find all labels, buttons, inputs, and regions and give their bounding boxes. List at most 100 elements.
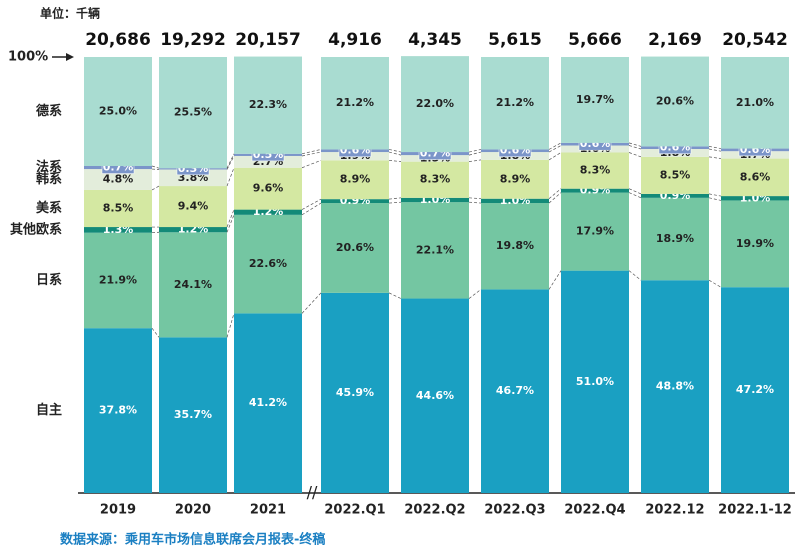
connector bbox=[469, 198, 481, 199]
data-label: 19.7% bbox=[576, 93, 614, 106]
connector bbox=[227, 168, 234, 186]
connector bbox=[629, 271, 641, 281]
data-label: 48.8% bbox=[656, 380, 694, 393]
data-label: 37.8% bbox=[99, 404, 137, 417]
data-label: 51.0% bbox=[576, 375, 614, 388]
data-label: 9.6% bbox=[253, 182, 284, 195]
data-label: 20.6% bbox=[336, 241, 374, 254]
data-label: 4.8% bbox=[103, 173, 134, 186]
data-label: 17.9% bbox=[576, 225, 614, 238]
data-label: 21.9% bbox=[99, 273, 137, 286]
data-label: 8.3% bbox=[420, 173, 451, 186]
connector bbox=[302, 293, 321, 313]
data-label: 19.8% bbox=[496, 239, 534, 252]
connector bbox=[709, 280, 721, 287]
data-label: 8.5% bbox=[103, 202, 134, 215]
legend-label: 日系 bbox=[36, 272, 62, 288]
x-tick-label: 2019 bbox=[100, 503, 136, 518]
connector bbox=[709, 157, 721, 159]
total-label: 20,686 bbox=[85, 30, 151, 50]
connector bbox=[629, 152, 641, 156]
data-label: 46.7% bbox=[496, 384, 534, 397]
connector bbox=[469, 149, 481, 152]
x-tick-label: 2022.Q3 bbox=[484, 503, 545, 518]
connector bbox=[302, 160, 321, 167]
data-label: 25.5% bbox=[174, 106, 212, 119]
connector bbox=[389, 293, 401, 299]
data-label: 21.0% bbox=[736, 96, 774, 109]
total-label: 4,916 bbox=[328, 30, 382, 50]
connector bbox=[152, 186, 159, 190]
marker-arrowhead bbox=[66, 53, 74, 61]
connector bbox=[549, 189, 561, 199]
connector bbox=[389, 152, 401, 155]
total-label: 20,542 bbox=[722, 30, 788, 50]
x-tick-label: 2022.Q2 bbox=[404, 503, 465, 518]
data-label: 8.5% bbox=[660, 168, 691, 181]
connector bbox=[549, 152, 561, 159]
data-label: 22.3% bbox=[249, 98, 287, 111]
legend-label: 法系 bbox=[36, 159, 62, 175]
connector bbox=[302, 152, 321, 156]
axis-break: // bbox=[307, 483, 318, 502]
data-label: 22.0% bbox=[416, 97, 454, 110]
data-label: 22.1% bbox=[416, 243, 454, 256]
connector bbox=[389, 198, 401, 199]
connector bbox=[469, 160, 481, 162]
connector bbox=[709, 198, 721, 201]
data-label: 22.6% bbox=[249, 257, 287, 270]
connector bbox=[302, 199, 321, 209]
data-label: 21.2% bbox=[336, 96, 374, 109]
x-tick-label: 2022.Q1 bbox=[324, 503, 385, 518]
total-label: 20,157 bbox=[235, 30, 301, 50]
data-label: 25.0% bbox=[99, 105, 137, 118]
total-label: 5,666 bbox=[568, 30, 622, 50]
legend-label: 美系 bbox=[36, 200, 62, 216]
data-label: 9.4% bbox=[178, 200, 209, 213]
data-label: 8.3% bbox=[580, 164, 611, 177]
x-tick-label: 2022.1-12 bbox=[718, 503, 792, 518]
connector bbox=[709, 149, 721, 151]
legend-label: 自主 bbox=[36, 402, 62, 418]
legend-label: 其他欧系 bbox=[10, 221, 62, 237]
total-label: 5,615 bbox=[488, 30, 542, 50]
source-note: 数据来源：乘用车市场信息联席会月报表-终稿 bbox=[60, 532, 325, 548]
connector bbox=[227, 156, 234, 170]
connector bbox=[302, 203, 321, 215]
connector bbox=[709, 194, 721, 196]
x-tick-label: 2020 bbox=[175, 503, 211, 518]
connector bbox=[389, 149, 401, 152]
data-label: 18.9% bbox=[656, 232, 694, 245]
data-label: 45.9% bbox=[336, 386, 374, 399]
data-label: 8.9% bbox=[500, 172, 531, 185]
connector bbox=[227, 154, 234, 168]
data-label: 47.2% bbox=[736, 383, 774, 396]
total-label: 4,345 bbox=[408, 30, 462, 50]
unit-label: 单位：千辆 bbox=[40, 6, 100, 21]
connector bbox=[549, 193, 561, 203]
x-tick-label: 2021 bbox=[250, 503, 286, 518]
data-label: 35.7% bbox=[174, 408, 212, 421]
total-label: 19,292 bbox=[160, 30, 226, 50]
data-label: 44.6% bbox=[416, 389, 454, 402]
connector bbox=[152, 328, 159, 337]
data-label: 21.2% bbox=[496, 96, 534, 109]
data-label: 19.9% bbox=[736, 237, 774, 250]
connector bbox=[389, 202, 401, 203]
connector bbox=[549, 271, 561, 290]
data-label: 20.6% bbox=[656, 94, 694, 107]
x-tick-label: 2022.12 bbox=[645, 503, 704, 518]
legend-label: 德系 bbox=[36, 103, 62, 119]
connector bbox=[227, 313, 234, 337]
data-label: 8.9% bbox=[340, 173, 371, 186]
connector bbox=[152, 166, 159, 168]
data-label: 41.2% bbox=[249, 396, 287, 409]
total-label: 2,169 bbox=[648, 30, 702, 50]
data-label: 24.1% bbox=[174, 278, 212, 291]
connector bbox=[302, 149, 321, 153]
top-marker: 100% bbox=[8, 50, 48, 65]
x-tick-label: 2022.Q4 bbox=[564, 503, 625, 518]
connector bbox=[389, 160, 401, 161]
data-label: 8.6% bbox=[740, 170, 771, 183]
